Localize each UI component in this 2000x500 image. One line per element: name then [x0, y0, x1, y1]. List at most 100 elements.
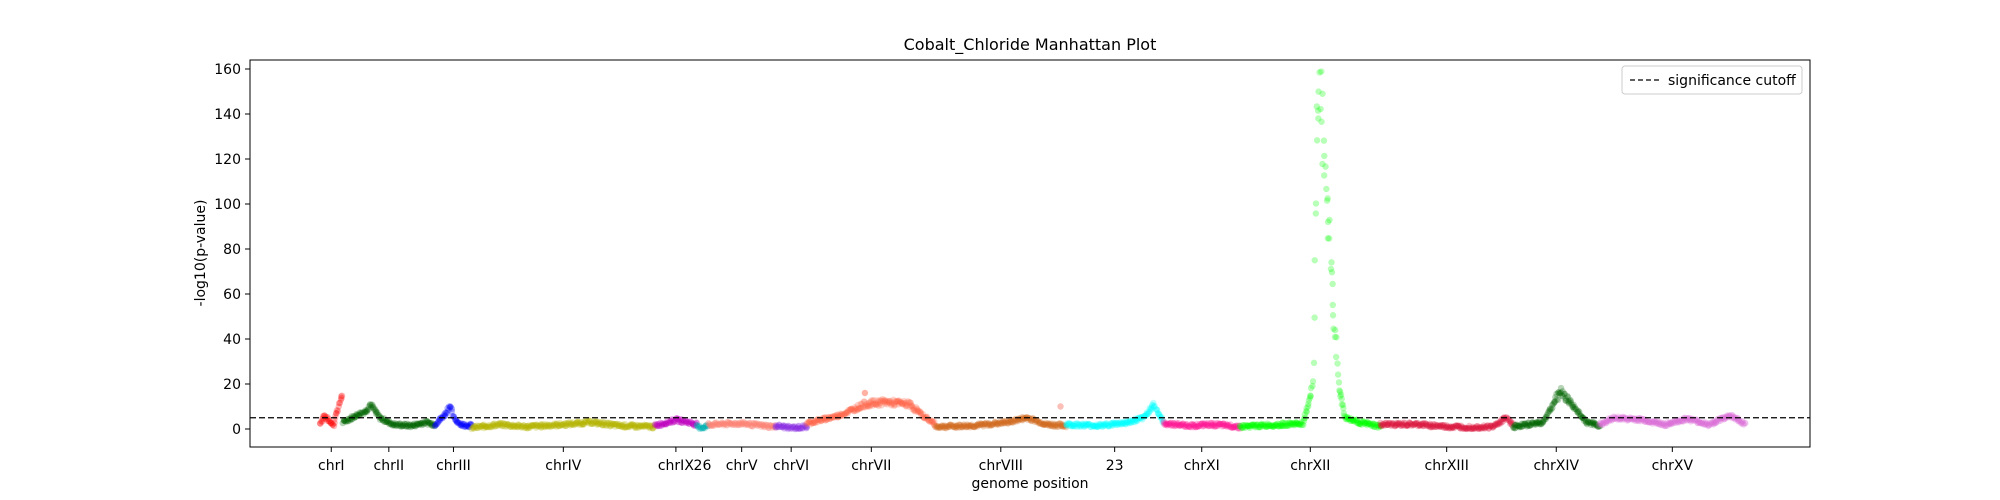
data-point	[1395, 419, 1402, 427]
data-point	[1530, 420, 1538, 427]
data-point	[886, 397, 894, 405]
data-point	[726, 421, 734, 428]
data-point	[1381, 422, 1389, 429]
data-point	[1248, 421, 1255, 429]
data-point	[637, 423, 645, 430]
data-point	[962, 424, 970, 431]
data-point	[1177, 422, 1185, 429]
data-point	[801, 422, 809, 430]
data-point	[1340, 405, 1347, 412]
data-point	[652, 420, 659, 428]
data-point	[1276, 423, 1283, 430]
data-point	[661, 420, 668, 428]
data-point	[1307, 384, 1315, 392]
data-point	[1315, 88, 1322, 95]
data-point	[974, 423, 981, 430]
data-point	[754, 422, 761, 429]
data-point	[1033, 416, 1040, 424]
data-point	[1211, 423, 1218, 430]
data-point	[488, 423, 496, 431]
data-point	[768, 422, 775, 429]
data-point	[1118, 421, 1125, 428]
data-point	[1511, 421, 1519, 429]
data-point	[1148, 404, 1155, 411]
data-point	[339, 419, 347, 427]
data-point	[361, 409, 369, 416]
data-point	[910, 404, 917, 412]
data-point	[1034, 417, 1041, 424]
data-point	[1190, 421, 1198, 429]
data-point	[944, 423, 952, 430]
data-point	[1038, 420, 1046, 428]
data-point	[1167, 420, 1174, 427]
data-point	[448, 405, 456, 412]
data-point	[651, 421, 659, 429]
data-point	[723, 421, 730, 429]
data-point	[927, 416, 934, 424]
data-point	[1251, 424, 1259, 431]
data-point	[1291, 422, 1298, 429]
data-point	[429, 422, 436, 429]
data-point	[416, 420, 423, 427]
data-point	[1536, 421, 1544, 428]
data-point	[606, 423, 614, 430]
data-point	[763, 421, 770, 429]
data-point	[392, 420, 399, 427]
data-point	[866, 399, 873, 406]
data-point	[1148, 401, 1156, 409]
data-point	[945, 423, 953, 431]
data-point	[949, 423, 957, 430]
data-point	[813, 416, 820, 424]
data-point	[1217, 420, 1225, 428]
data-point	[618, 422, 626, 429]
data-point	[1019, 414, 1027, 421]
data-point	[327, 420, 335, 427]
data-point	[761, 421, 768, 429]
data-point	[443, 409, 450, 416]
data-point	[1044, 421, 1051, 428]
data-point	[1223, 422, 1231, 429]
data-point	[1323, 197, 1331, 204]
data-point	[387, 421, 395, 428]
data-point	[692, 419, 700, 427]
data-point	[911, 406, 918, 413]
data-point	[1329, 312, 1337, 319]
data-point	[1377, 423, 1384, 430]
data-point	[897, 399, 905, 406]
data-point	[1242, 422, 1249, 429]
data-point	[1165, 421, 1172, 428]
data-point	[1095, 423, 1102, 431]
data-point	[385, 419, 392, 426]
data-point	[844, 408, 851, 416]
data-point	[654, 422, 661, 430]
data-point	[609, 421, 616, 428]
data-point	[821, 414, 829, 421]
data-point	[769, 424, 776, 432]
data-point	[885, 399, 893, 407]
data-point	[537, 421, 544, 429]
data-point	[918, 411, 925, 419]
data-point	[1313, 103, 1321, 110]
data-point	[383, 417, 391, 425]
data-point	[1243, 422, 1250, 429]
data-point	[446, 404, 454, 411]
data-point	[370, 403, 377, 411]
data-point	[841, 410, 849, 418]
data-point	[749, 422, 756, 430]
data-point	[1200, 420, 1208, 428]
data-point	[453, 418, 460, 425]
data-point	[1040, 421, 1047, 428]
data-point	[1199, 423, 1206, 430]
data-point	[1260, 423, 1267, 430]
data-point	[476, 422, 483, 430]
chart-title: Cobalt_Chloride Manhattan Plot	[904, 35, 1157, 55]
data-point	[1012, 418, 1019, 425]
data-point	[1110, 420, 1118, 428]
data-point	[630, 422, 637, 429]
data-point	[1244, 422, 1252, 430]
data-point	[795, 423, 802, 430]
data-point	[545, 423, 552, 430]
data-point	[1742, 419, 1749, 427]
data-point	[491, 423, 499, 430]
data-point	[1167, 419, 1175, 426]
